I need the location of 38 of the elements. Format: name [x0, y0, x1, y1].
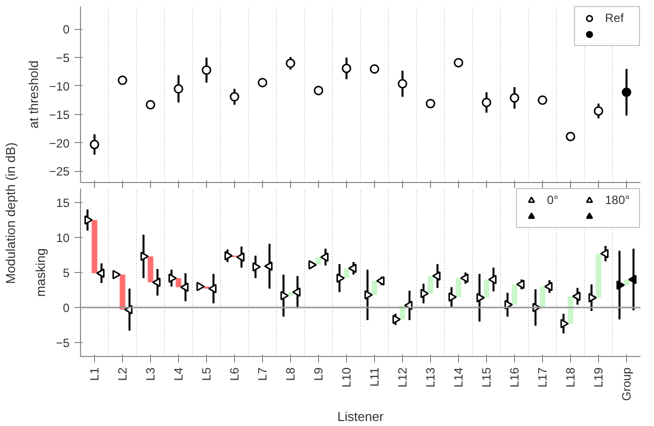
x-tick-label: L9: [312, 367, 326, 381]
y-tick-label: 15: [56, 196, 70, 210]
y-tick-label: 0: [62, 301, 70, 315]
y-tick-label: −15: [49, 108, 70, 122]
y-tick-label: 0: [62, 22, 70, 37]
x-tick-label: L10: [340, 367, 354, 388]
x-tick-label: L3: [144, 367, 158, 381]
legend-label: 0°: [547, 193, 560, 207]
x-tick-label: L12: [396, 367, 410, 388]
x-tick-label: L5: [200, 367, 214, 381]
x-tick-label: L17: [536, 367, 550, 388]
y-tick-label: −5: [56, 51, 70, 66]
y-tick-label: −10: [49, 79, 70, 94]
legend-label: Ref: [605, 11, 625, 25]
x-tick-label: L1: [88, 367, 102, 381]
x-tick-label: L18: [564, 367, 578, 388]
text: Modulation depth (in dB): [2, 142, 19, 284]
x-tick-label: L16: [508, 367, 522, 388]
x-tick-label: L19: [592, 367, 606, 388]
x-tick-label: L15: [480, 367, 494, 388]
y-tick-label: −25: [49, 164, 70, 179]
x-axis-title: Listener: [337, 408, 384, 424]
x-tick-label: Group: [620, 367, 634, 401]
y-axis-title: at threshold: [26, 60, 42, 128]
x-tick-label: L6: [228, 367, 242, 381]
y-tick-label: −20: [49, 136, 70, 150]
x-tick-label: L4: [172, 367, 186, 381]
legend-label: 180°: [605, 193, 631, 207]
x-tick-label: L14: [452, 367, 466, 388]
y-axis-title: masking: [32, 248, 48, 297]
y-tick-label: 10: [56, 231, 70, 245]
y-tick-label: −5: [56, 336, 70, 350]
x-tick-label: L13: [424, 367, 438, 388]
x-tick-label: L2: [116, 367, 130, 381]
y-tick-label: 5: [62, 266, 70, 280]
x-tick-label: L11: [368, 367, 382, 387]
x-tick-label: L8: [284, 367, 298, 381]
x-tick-label: L7: [256, 367, 270, 381]
